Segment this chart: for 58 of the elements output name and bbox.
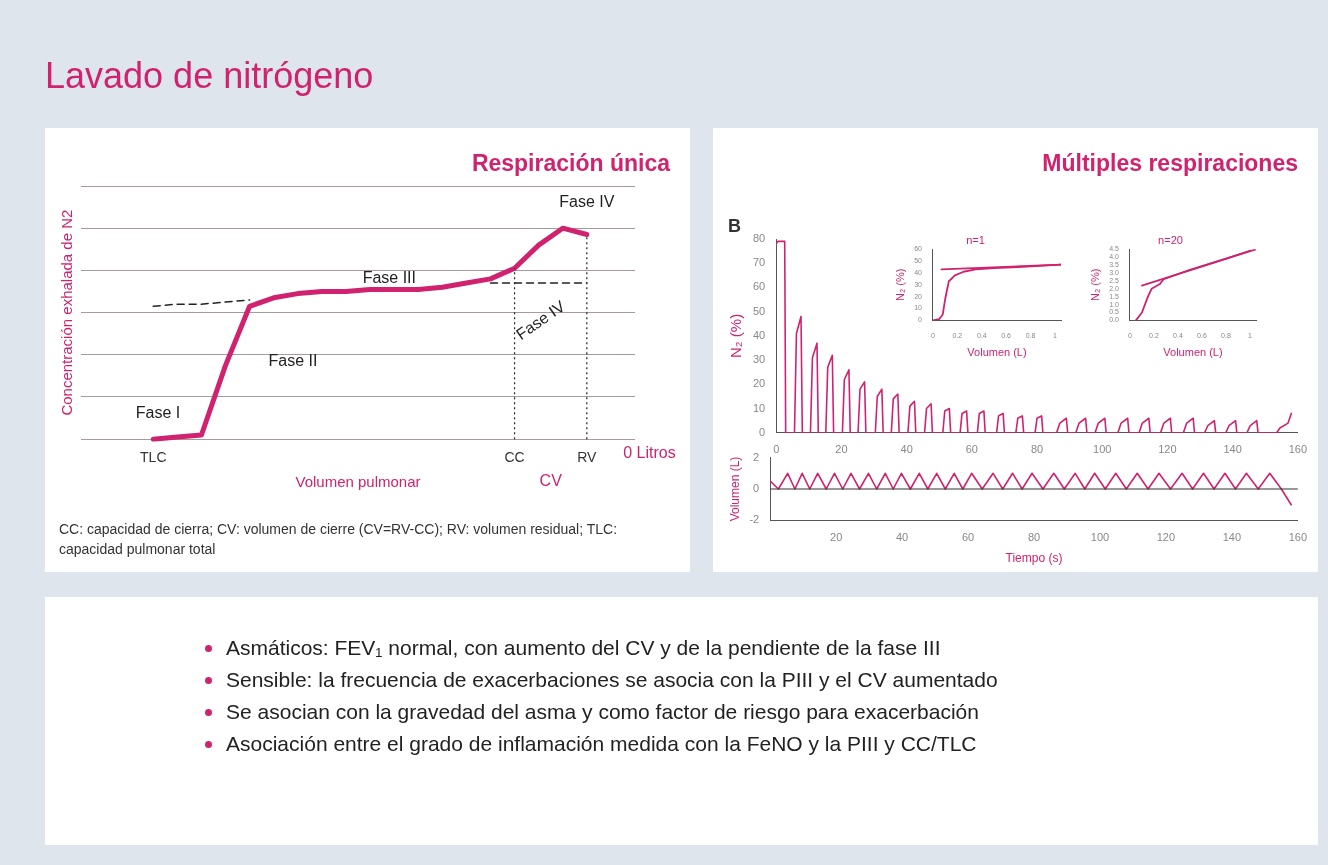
x-axis-title: Volumen pulmonar	[295, 473, 421, 491]
annotation: Fase II	[268, 351, 318, 369]
text: Lavado de nitrógeno	[45, 55, 374, 97]
y-tick-label: 60	[752, 280, 766, 293]
x-tick-label: 140	[1222, 531, 1242, 544]
y-tick-label: 50	[752, 304, 766, 317]
y-tick-label: 30	[752, 353, 766, 366]
y-tick-label: 80	[752, 232, 766, 245]
x-tick-label: 100	[1093, 443, 1112, 456]
y-axis-title: Concentración exhalada de N2	[58, 209, 76, 416]
x-axis-title: Volumen (L)	[1163, 346, 1223, 359]
text: 0 Litros	[623, 444, 676, 462]
annotation: Fase IV	[512, 297, 569, 343]
x-tick-label: 140	[1223, 443, 1242, 456]
y-tick-label: 2	[753, 450, 760, 463]
text: Asociación entre el grado de inflamación medida con la FeNO y la PIII y CC/TLC	[226, 731, 977, 757]
chart-title: Respiración única	[471, 150, 670, 177]
x-tick-label: 40	[900, 443, 913, 456]
x-tick-label: 20	[835, 443, 848, 456]
text: Sensible: la frecuencia de exacerbaciones se asocia con la PIII y el CV aumentado	[226, 667, 998, 693]
y-axis-title: N₂ (%)	[727, 313, 745, 358]
y-tick-label: 10	[752, 401, 766, 414]
text: CV	[539, 471, 563, 489]
x-axis-title: Volumen (L)	[967, 346, 1027, 359]
x-tick-label: 120	[1156, 531, 1176, 544]
y-tick-label: -2	[749, 513, 760, 526]
y-tick-label: 20	[752, 377, 766, 390]
x-axis-title: Tiempo (s)	[1005, 551, 1063, 566]
x-tick-label: TLC	[140, 449, 167, 466]
y-tick-label: 0	[759, 425, 766, 438]
x-tick-label: 160	[1288, 531, 1307, 544]
chart-title: n=1	[966, 233, 985, 246]
annotation: Fase III	[362, 269, 416, 287]
text: Fase IV	[559, 193, 615, 211]
x-tick-label: 0	[773, 443, 780, 456]
y-axis-title: Volumen (L)	[727, 456, 742, 522]
x-tick-label: 60	[961, 531, 975, 544]
x-tick-label: 80	[1027, 531, 1041, 544]
x-tick-label: CC	[504, 449, 525, 466]
y-tick-label: 70	[752, 256, 766, 269]
text: CC: capacidad de cierra; CV: volumen de cierre (CV=RV-CC); RV: volumen residual; TLC: capacidad pulmonar total	[59, 520, 619, 559]
x-tick-label: 80	[1030, 443, 1044, 456]
text: B	[728, 216, 741, 236]
x-tick-label: 20	[830, 531, 843, 544]
x-tick-label: 40	[895, 531, 909, 544]
text: Asmáticos: FEV₁ normal, con aumento del CV y de la pendiente de la fase III	[226, 635, 941, 661]
x-tick-label: 120	[1158, 443, 1177, 456]
x-tick-label: RV	[577, 449, 598, 466]
annotation: Fase I	[135, 404, 181, 422]
x-tick-label: 100	[1090, 531, 1110, 544]
y-axis-title: N₂ (%)	[1088, 268, 1101, 301]
x-tick-label: 60	[965, 443, 978, 456]
y-tick-label: 0	[753, 482, 760, 495]
text: Se asocian con la gravedad del asma y como factor de riesgo para exacerbación	[226, 699, 979, 725]
chart-title: Múltiples respiraciones	[1042, 150, 1298, 177]
chart-title: n=20	[1158, 233, 1183, 246]
y-axis-title: N₂ (%)	[893, 268, 906, 301]
x-tick-label: 160	[1288, 443, 1307, 456]
